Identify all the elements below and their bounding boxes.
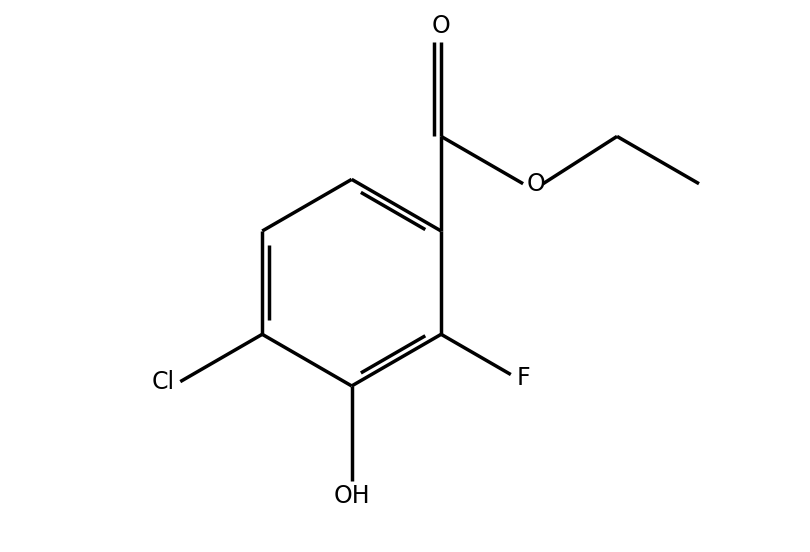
Text: O: O	[526, 172, 545, 196]
Text: Cl: Cl	[151, 370, 175, 394]
Text: OH: OH	[334, 484, 370, 508]
Text: F: F	[516, 366, 530, 390]
Text: O: O	[432, 14, 450, 39]
